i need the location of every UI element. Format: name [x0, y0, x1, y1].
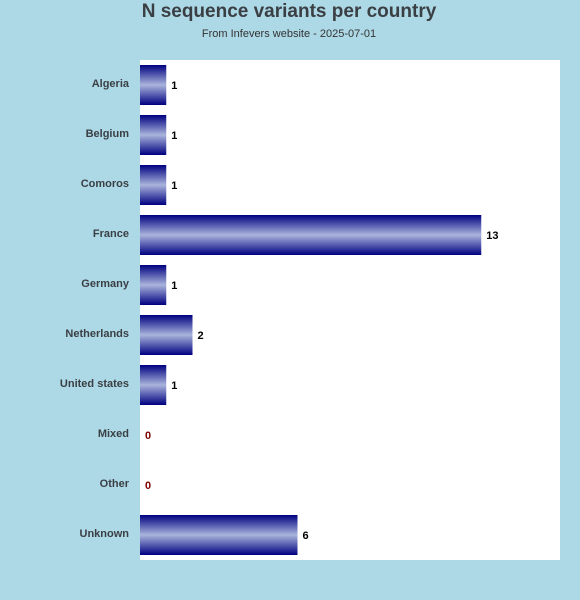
plot-area	[140, 60, 560, 560]
bar-belgium	[140, 115, 167, 155]
chart-title: N sequence variants per country	[141, 1, 437, 22]
value-label-netherlands: 2	[198, 330, 204, 342]
bar-netherlands	[140, 315, 193, 355]
bar-comoros	[140, 165, 167, 205]
category-label-other: Other	[100, 478, 130, 490]
category-label-netherlands: Netherlands	[65, 328, 129, 340]
value-label-france: 13	[486, 230, 498, 242]
bar-united-states	[140, 365, 167, 405]
category-label-algeria: Algeria	[92, 78, 130, 90]
category-label-comoros: Comoros	[81, 178, 129, 190]
chart-subtitle: From Infevers website - 2025-07-01	[201, 28, 377, 40]
value-label-germany: 1	[171, 280, 177, 292]
category-label-belgium: Belgium	[86, 128, 130, 140]
bar-unknown	[140, 515, 298, 555]
bar-france	[140, 215, 482, 255]
value-label-mixed: 0	[145, 430, 151, 442]
value-label-united-states: 1	[171, 380, 177, 392]
value-label-unknown: 6	[303, 530, 309, 542]
bar-germany	[140, 265, 167, 305]
category-label-united-states: United states	[60, 378, 129, 390]
category-label-unknown: Unknown	[80, 528, 130, 540]
value-label-algeria: 1	[171, 80, 177, 92]
category-label-mixed: Mixed	[98, 428, 129, 440]
value-label-comoros: 1	[171, 180, 177, 192]
category-label-germany: Germany	[81, 278, 130, 290]
value-label-belgium: 1	[171, 130, 177, 142]
value-label-other: 0	[145, 480, 151, 492]
bars-group: Algeria 1 Belgium 1 Comoros 1 France 13 Germany 1…	[60, 65, 499, 555]
category-label-france: France	[93, 228, 129, 240]
bar-algeria	[140, 65, 167, 105]
